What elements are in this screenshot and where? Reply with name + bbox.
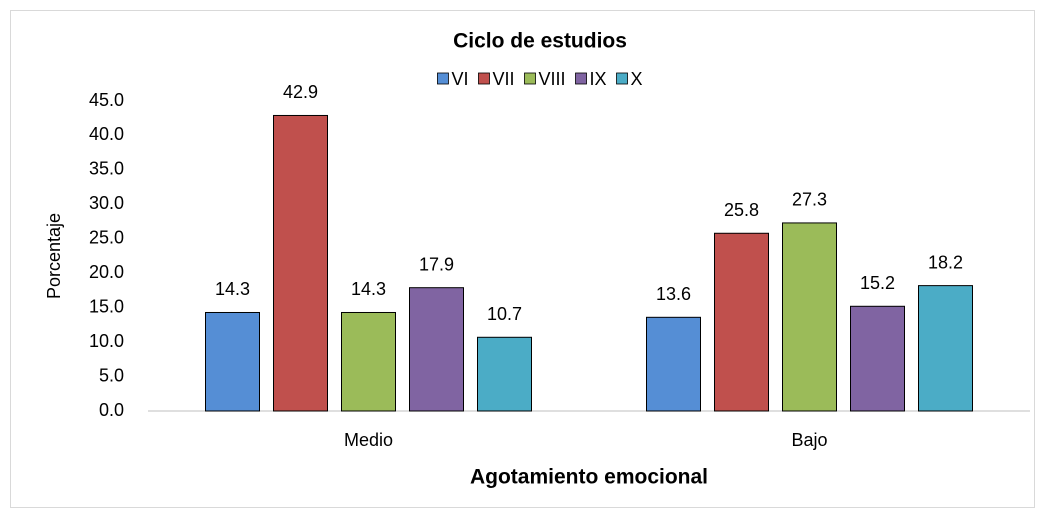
- bar: [850, 305, 905, 412]
- y-tick-label: 20.0: [89, 262, 124, 282]
- bar: [205, 311, 260, 412]
- bar: [714, 232, 769, 412]
- value-label: 18.2: [928, 252, 963, 272]
- value-label: 14.3: [215, 279, 250, 299]
- legend-label: IX: [590, 69, 607, 89]
- legend-swatch: [575, 72, 587, 85]
- value-label: 17.9: [419, 254, 454, 274]
- x-axis-title: Agotamiento emocional: [470, 466, 708, 489]
- legend-swatch: [478, 72, 490, 85]
- y-tick-label: 40.0: [89, 124, 124, 144]
- legend-label: X: [631, 69, 643, 89]
- legend-label: VIII: [538, 69, 565, 89]
- bar: [273, 114, 328, 412]
- y-tick-label: 45.0: [89, 90, 124, 110]
- y-tick-label: 0.0: [99, 400, 124, 420]
- y-tick-label: 15.0: [89, 296, 124, 316]
- legend-label: VII: [492, 69, 514, 89]
- value-label: 13.6: [656, 284, 691, 304]
- y-tick-label: 25.0: [89, 228, 124, 248]
- value-label: 42.9: [283, 82, 318, 102]
- bar: [918, 285, 973, 412]
- value-label: 10.7: [487, 304, 522, 324]
- x-tick-label: Bajo: [791, 430, 827, 450]
- value-label: 15.2: [860, 273, 895, 293]
- y-axis-title: Porcentaje: [44, 213, 64, 299]
- x-tick-label: Medio: [344, 430, 393, 450]
- value-label: 27.3: [792, 190, 827, 210]
- bar: [409, 287, 464, 412]
- value-label: 14.3: [351, 279, 386, 299]
- chart-border: [10, 10, 1035, 508]
- y-tick-label: 35.0: [89, 159, 124, 179]
- value-label: 25.8: [724, 200, 759, 220]
- y-tick-label: 10.0: [89, 331, 124, 351]
- chart-title: Ciclo de estudios: [453, 30, 627, 53]
- legend-swatch: [437, 72, 449, 85]
- bar: [341, 311, 396, 412]
- y-tick-label: 5.0: [99, 365, 124, 385]
- bar: [782, 222, 837, 412]
- bar: [646, 316, 701, 412]
- legend-swatch: [616, 72, 628, 85]
- legend-swatch: [524, 72, 536, 85]
- y-tick-label: 30.0: [89, 193, 124, 213]
- legend-label: VI: [451, 69, 468, 89]
- bar: [477, 336, 532, 412]
